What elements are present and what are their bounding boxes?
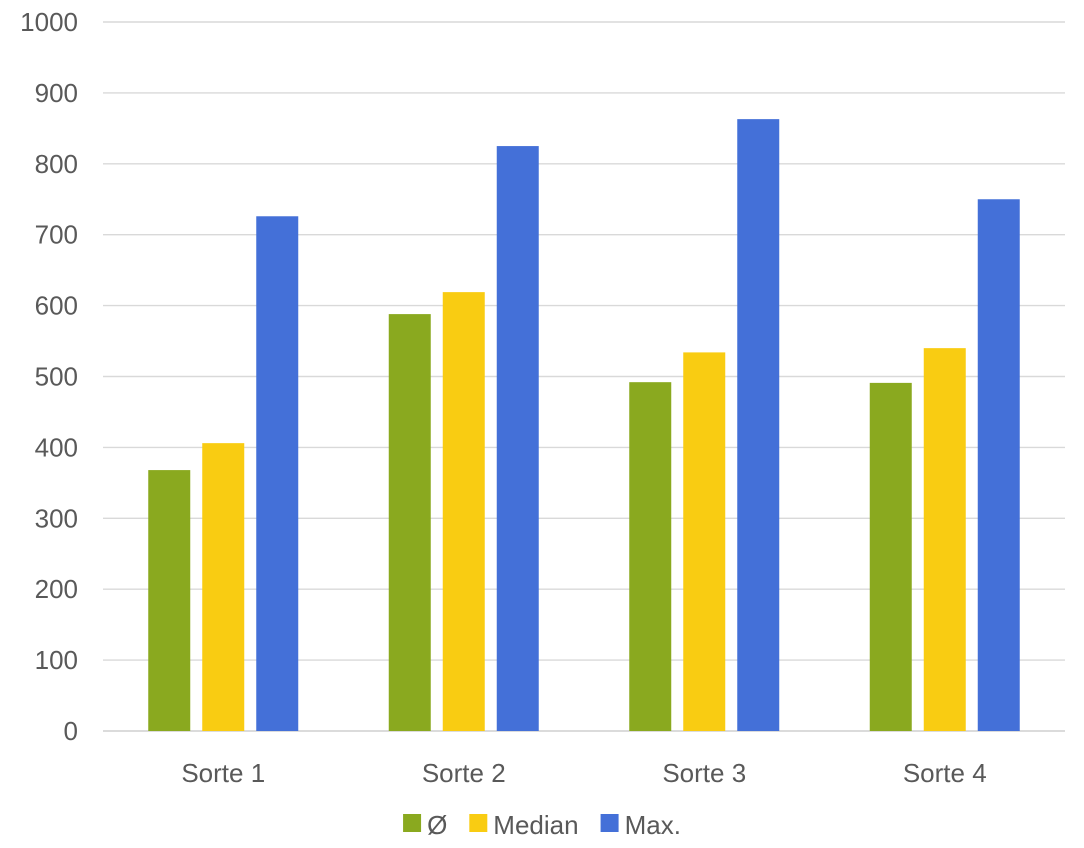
y-tick-label: 600	[35, 291, 78, 321]
legend-label: Ø	[427, 810, 447, 840]
legend-swatch	[600, 814, 619, 832]
bar	[977, 199, 1020, 731]
y-tick-label: 200	[35, 574, 78, 604]
y-tick-label: 0	[64, 716, 78, 746]
y-tick-label: 1000	[20, 7, 78, 37]
y-tick-label: 800	[35, 149, 78, 179]
bar-layer	[148, 119, 1020, 732]
y-tick-label: 300	[35, 503, 78, 533]
legend-label: Max.	[625, 810, 681, 840]
x-tick-label: Sorte 3	[662, 758, 746, 788]
x-tick-label: Sorte 1	[181, 758, 265, 788]
grid-layer	[103, 21, 1065, 732]
bar	[202, 443, 245, 731]
bar	[388, 314, 431, 731]
y-tick-label: 900	[35, 78, 78, 108]
bar	[496, 146, 539, 731]
bar	[923, 348, 966, 731]
bar	[737, 119, 780, 732]
legend-swatch	[403, 814, 422, 832]
y-tick-label: 400	[35, 432, 78, 462]
y-tick-label: 700	[35, 220, 78, 250]
bar	[148, 470, 191, 731]
y-tick-label: 500	[35, 362, 78, 392]
x-axis-ticks: Sorte 1 Sorte 2 Sorte 3 Sorte 4	[181, 758, 986, 788]
x-tick-label: Sorte 2	[422, 758, 506, 788]
y-tick-label: 100	[35, 645, 78, 675]
bar	[629, 382, 672, 731]
bar	[256, 216, 299, 732]
legend-swatch	[469, 814, 488, 832]
legend: Ø Median Max.	[403, 810, 681, 840]
bar	[869, 382, 912, 731]
bar	[683, 352, 726, 731]
bar	[442, 292, 485, 731]
y-axis-ticks: 0 100 200 300 400 500 600 700 800 900 1000	[20, 7, 78, 746]
legend-label: Median	[493, 810, 578, 840]
x-tick-label: Sorte 4	[903, 758, 987, 788]
